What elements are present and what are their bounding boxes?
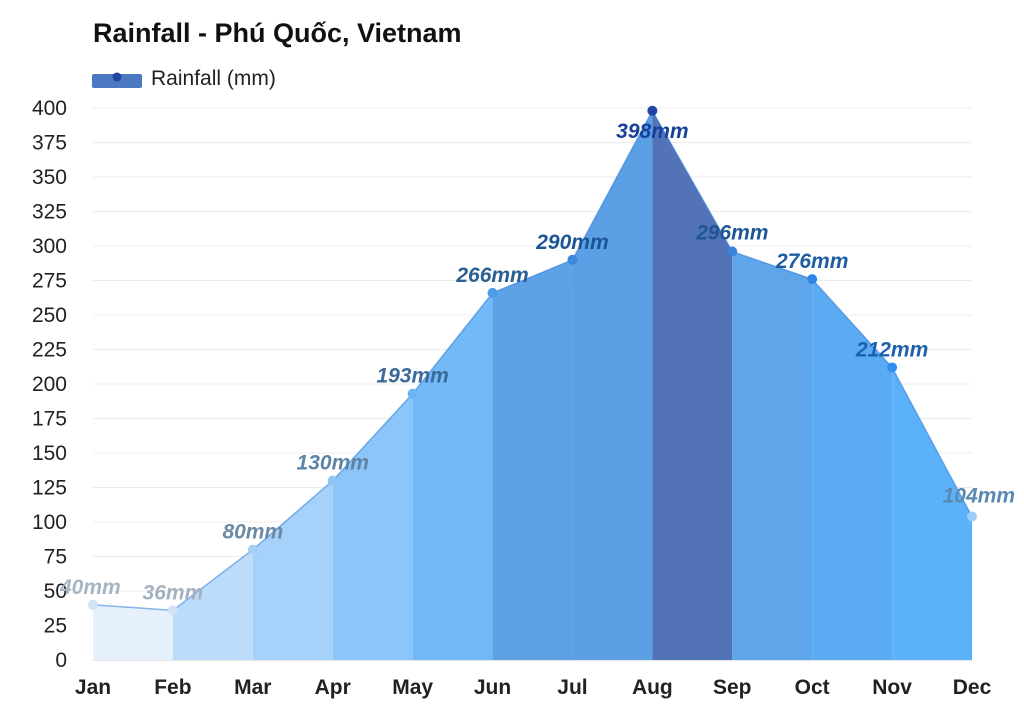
data-point[interactable]: [887, 362, 898, 373]
y-tick-label: 0: [55, 649, 67, 672]
chart-title: Rainfall - Phú Quốc, Vietnam: [93, 18, 462, 48]
area-segment: [812, 279, 893, 660]
x-tick-label: Aug: [632, 676, 673, 699]
data-point[interactable]: [487, 287, 498, 298]
data-point[interactable]: [807, 274, 818, 285]
area-segment: [732, 251, 813, 660]
y-tick-label: 350: [32, 166, 67, 189]
y-tick-label: 250: [32, 304, 67, 327]
data-label: 193mm: [376, 365, 448, 388]
x-tick-label: Oct: [795, 676, 830, 699]
x-tick-label: Nov: [872, 676, 912, 699]
data-point[interactable]: [567, 254, 578, 265]
y-tick-label: 75: [44, 546, 67, 569]
data-label: 36mm: [143, 581, 204, 604]
y-tick-label: 150: [32, 442, 67, 465]
data-point[interactable]: [967, 511, 977, 522]
data-label: 80mm: [222, 521, 283, 544]
data-label: 266mm: [455, 264, 528, 287]
x-tick-label: Dec: [953, 676, 992, 699]
y-tick-label: 125: [32, 477, 67, 500]
legend-marker: [112, 72, 122, 82]
y-tick-label: 200: [32, 373, 67, 396]
data-point[interactable]: [247, 544, 258, 555]
data-label: 398mm: [616, 120, 688, 143]
data-label: 290mm: [535, 231, 608, 254]
data-point[interactable]: [407, 388, 418, 399]
data-point[interactable]: [327, 475, 338, 486]
data-label: 40mm: [59, 576, 121, 599]
x-axis: Jan Feb Mar Apr May Jun Jul Aug Sep Oct Nov Dec: [75, 676, 992, 699]
legend-label: Rainfall (mm): [151, 67, 276, 90]
x-tick-label: Sep: [713, 676, 752, 699]
y-tick-label: 325: [32, 201, 67, 224]
area-segment: [412, 292, 493, 660]
legend[interactable]: Rainfall (mm): [92, 67, 276, 90]
x-tick-label: Feb: [154, 676, 191, 699]
data-label: 276mm: [775, 250, 848, 273]
y-tick-label: 25: [44, 615, 67, 638]
data-point[interactable]: [167, 605, 178, 616]
y-tick-label: 175: [32, 408, 67, 431]
x-tick-label: Mar: [234, 676, 271, 699]
data-points: [88, 105, 977, 616]
area-segment: [93, 604, 173, 660]
area-segment: [892, 367, 972, 660]
x-tick-label: May: [392, 676, 433, 699]
area-segment: [252, 480, 333, 660]
area-segment: [652, 110, 733, 660]
y-tick-label: 375: [32, 132, 67, 155]
series-line: [92, 109, 973, 612]
y-tick-label: 100: [32, 511, 67, 534]
data-labels: 40mm 36mm 80mm 130mm 193mm 266mm 290mm 398mm 296…: [59, 120, 1015, 605]
data-label: 212mm: [855, 338, 928, 361]
x-tick-label: Jul: [557, 676, 587, 699]
y-tick-label: 275: [32, 270, 67, 293]
y-tick-label: 225: [32, 339, 67, 362]
data-label: 104mm: [943, 484, 1015, 507]
data-point[interactable]: [88, 599, 98, 610]
area-segment: [492, 259, 573, 660]
y-tick-label: 400: [32, 97, 67, 120]
data-point[interactable]: [647, 105, 658, 116]
x-tick-label: Apr: [315, 676, 351, 699]
area-segment: [572, 110, 653, 660]
area-segments: [93, 110, 972, 660]
x-tick-label: Jun: [474, 676, 511, 699]
series-line-path: [92, 109, 973, 612]
y-tick-label: 300: [32, 235, 67, 258]
area-segment: [172, 549, 253, 660]
data-point[interactable]: [727, 246, 738, 257]
y-tick-label: 50: [44, 580, 67, 603]
y-axis: 0 25 50 75 100 125 150 175 200 225 250 275 300 325 350…: [32, 97, 67, 672]
area-segment: [332, 393, 413, 660]
data-label: 130mm: [297, 452, 369, 475]
x-tick-label: Jan: [75, 676, 111, 699]
data-label: 296mm: [695, 222, 768, 245]
